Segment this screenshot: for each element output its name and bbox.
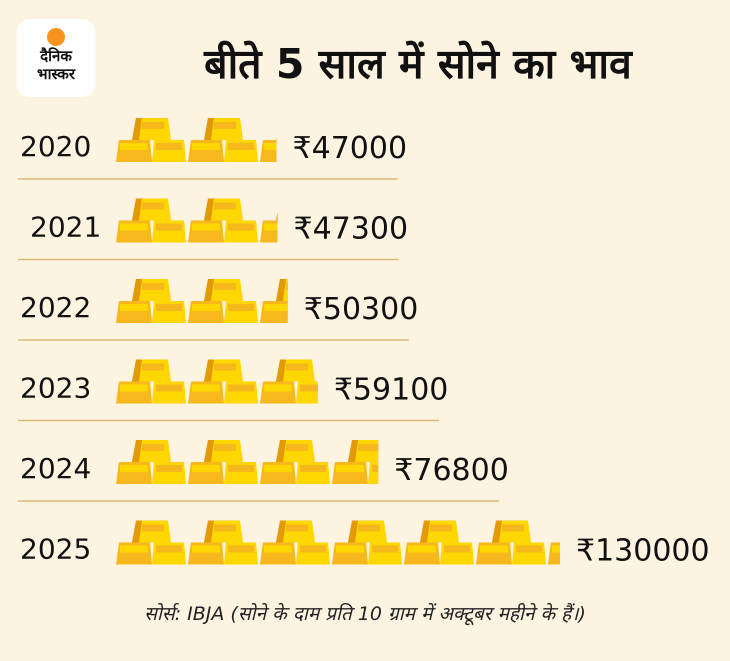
value-label-2025: ₹130000 bbox=[576, 534, 710, 569]
value-label-2022: ₹50300 bbox=[304, 292, 419, 327]
value-label-2020: ₹47000 bbox=[293, 131, 408, 166]
year-label-2021: 2021 bbox=[30, 211, 101, 244]
value-label-2023: ₹59100 bbox=[334, 373, 449, 408]
year-label-2023: 2023 bbox=[20, 372, 91, 405]
logo-text-line-1: दैनिक bbox=[40, 47, 72, 65]
value-label-2024: ₹76800 bbox=[394, 453, 509, 488]
chart-title: बीते 5 साल में सोने का भाव bbox=[204, 40, 632, 88]
gold-bar-2024 bbox=[116, 440, 379, 484]
value-label-2021: ₹47300 bbox=[294, 212, 409, 247]
gold-bar-2022 bbox=[116, 279, 288, 323]
year-label-2024: 2024 bbox=[20, 452, 91, 485]
year-label-2025: 2025 bbox=[20, 533, 91, 566]
sun-icon bbox=[47, 28, 65, 46]
gold-bar-2021 bbox=[116, 198, 278, 243]
logo-text-line-2: भास्कर bbox=[37, 65, 75, 83]
brand-logo: दैनिक भास्कर bbox=[17, 19, 95, 97]
source-note: सोर्स: IBJA (सोने के दाम प्रति 10 ग्राम … bbox=[144, 603, 586, 625]
year-label-2020: 2020 bbox=[20, 130, 91, 163]
gold-bar-2023 bbox=[116, 359, 318, 404]
gold-bar-2025 bbox=[116, 520, 560, 565]
gold-bar-2020 bbox=[116, 118, 277, 162]
year-label-2022: 2022 bbox=[20, 291, 91, 324]
